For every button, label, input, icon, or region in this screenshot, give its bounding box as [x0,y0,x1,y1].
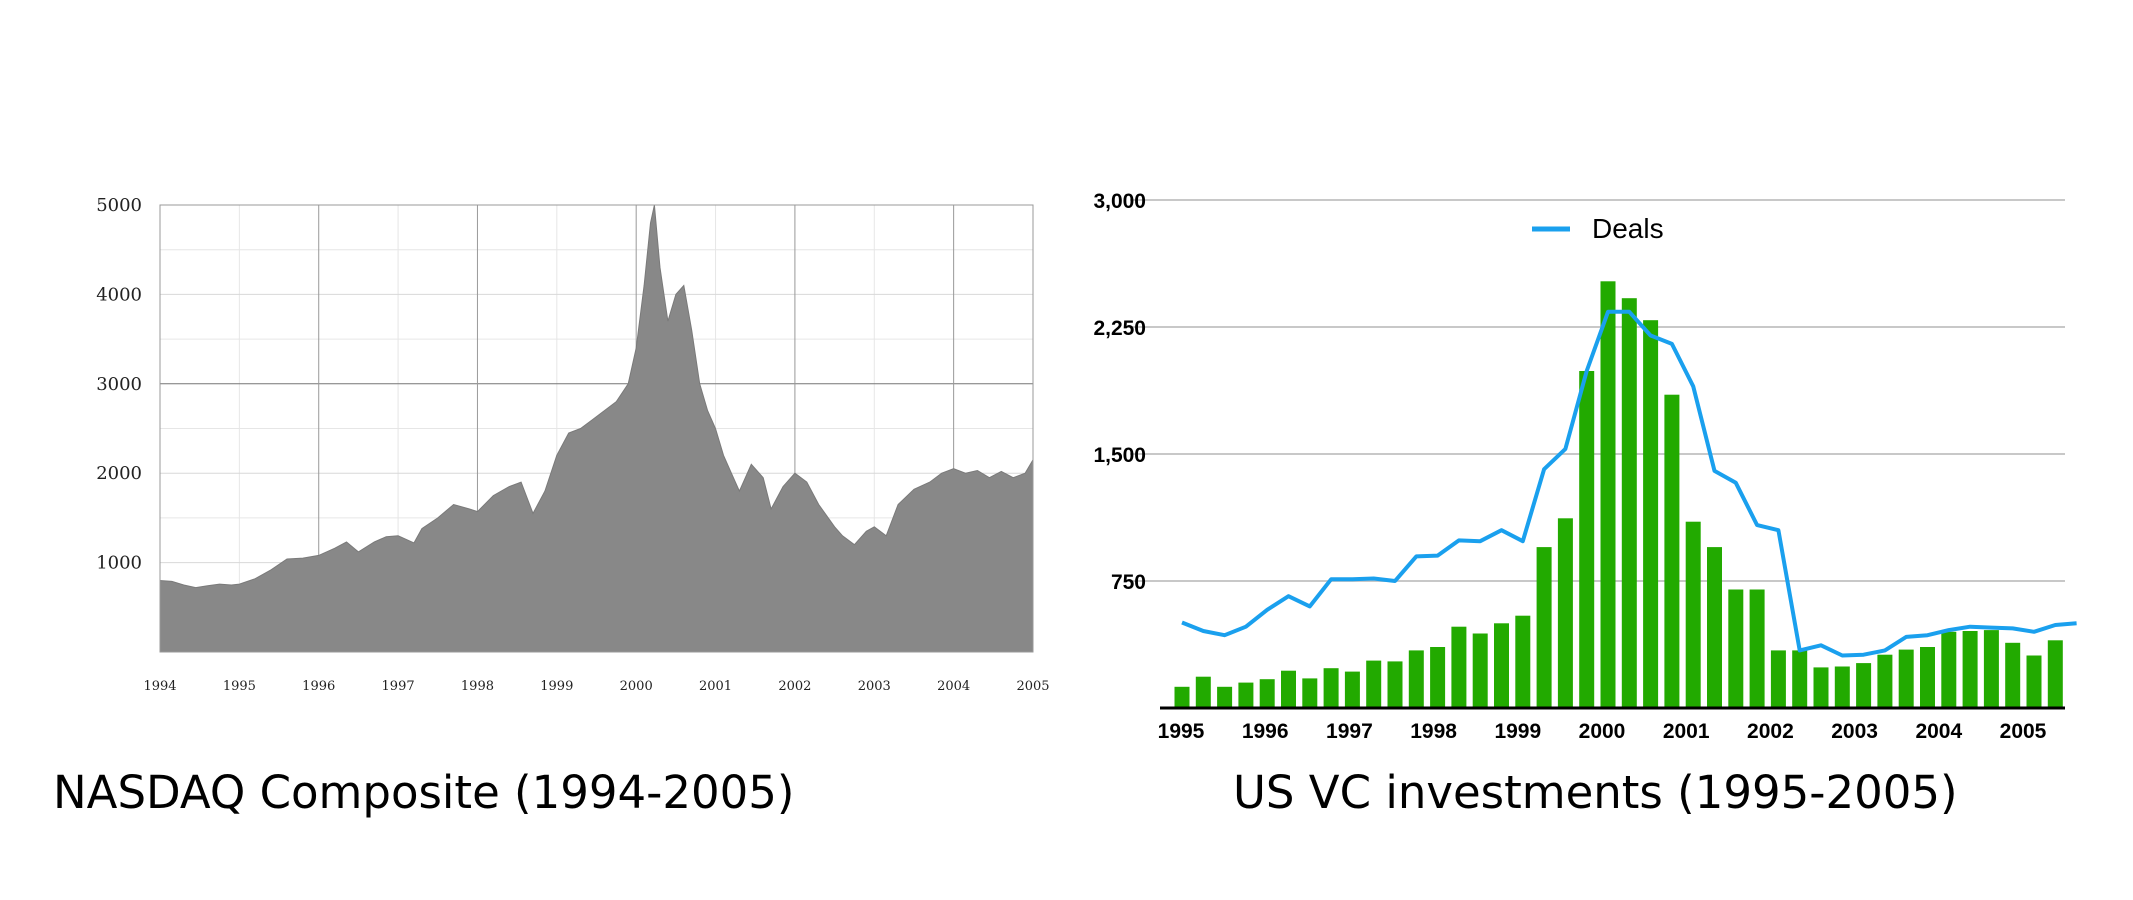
vc-investments-chart: 750 1,500 2,250 3,000 Deals 1995 1996 1997 1998 1… [1093,190,2077,743]
bar [1749,589,1765,708]
x-tick-label: 1999 [1494,720,1541,743]
bar [1174,686,1190,708]
x-tick-label: 2000 [620,679,653,694]
x-tick-label: 2002 [778,679,811,694]
bar [1259,679,1275,708]
x-tick-label: 1997 [1326,720,1373,743]
y-tick-label: 1000 [96,553,142,574]
x-tick-label: 2005 [2000,720,2047,743]
bar [1195,676,1211,708]
bar [1600,281,1616,708]
x-tick-label: 1996 [1242,720,1289,743]
bar [1430,647,1446,708]
plot-frame [159,204,1034,653]
bar [1962,631,1978,708]
bar [2026,655,2042,708]
x-tick-label: 2003 [858,679,891,694]
x-tick-label: 2005 [1016,679,1049,694]
x-tick-label: 2004 [937,679,970,694]
bar [1813,667,1829,708]
bar [1217,686,1233,708]
nasdaq-caption: NASDAQ Composite (1994-2005) [53,766,795,819]
x-tick-label: 2001 [1663,720,1710,743]
bar [1728,589,1744,708]
y-tick-label: 1,500 [1093,444,1146,467]
bar [1664,394,1680,708]
bar [1323,668,1339,708]
bar [1983,630,1999,708]
x-tick-label: 1998 [461,679,494,694]
legend-label-deals: Deals [1592,213,1664,244]
bar [1856,663,1872,708]
y-tick-label: 4000 [96,284,142,305]
nasdaq-chart: 1000 2000 3000 4000 5000 1994 1995 1996 1997 1998… [96,195,1049,694]
bar [1834,666,1850,708]
x-tick-label: 1995 [1158,720,1205,743]
bar [1281,670,1296,708]
bar [1920,647,1935,708]
x-tick-label: 2003 [1831,720,1878,743]
bar [1792,650,1808,708]
bar [1366,660,1382,708]
y-tick-label: 3,000 [1093,190,1146,213]
bar [1494,623,1509,708]
bar [1643,320,1659,708]
bar [2005,642,2021,708]
x-tick-label: 2000 [1579,720,1626,743]
x-tick-label: 2001 [699,679,732,694]
bar [1770,650,1786,708]
deals-line [1181,309,2077,658]
bar [2047,640,2063,708]
nasdaq-area [159,204,1034,653]
bar [1451,626,1467,708]
bar [1536,547,1552,708]
bar [1557,518,1573,708]
vc-caption: US VC investments (1995-2005) [1233,766,1958,819]
bar [1685,521,1701,708]
bar [1579,371,1595,708]
y-tick-label: 750 [1111,571,1146,594]
x-tick-label: 2002 [1747,720,1794,743]
y-tick-label: 2,250 [1093,317,1146,340]
y-tick-label: 3000 [96,374,142,395]
y-tick-label: 2000 [96,463,142,484]
bar [1898,649,1914,708]
bar [1472,633,1488,708]
x-tick-label: 1998 [1410,720,1457,743]
x-tick-label: 1994 [143,679,176,694]
bar [1302,678,1318,708]
bar [1941,631,1957,708]
bar [1877,654,1893,708]
bar [1515,615,1531,708]
bar [1408,650,1424,708]
bar [1707,547,1722,708]
x-tick-label: 1999 [540,679,573,694]
x-tick-label: 1995 [223,679,256,694]
x-tick-label: 2004 [1915,720,1962,743]
bar [1621,298,1637,708]
x-tick-label: 1996 [302,679,335,694]
bar [1344,671,1360,708]
x-tick-label: 1997 [382,679,415,694]
y-tick-label: 5000 [96,195,142,216]
bar [1238,682,1254,708]
bar [1387,661,1403,708]
